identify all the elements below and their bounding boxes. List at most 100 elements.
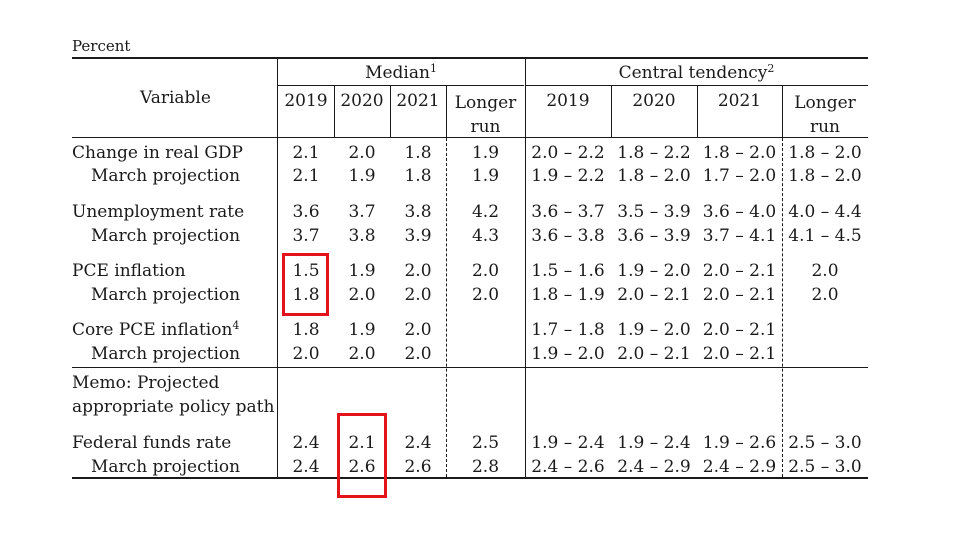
central-tendency-cell: 2.5 – 3.0 xyxy=(788,457,862,477)
central-tendency-cell: 2.0 xyxy=(811,261,839,281)
central-tendency-cell: 4.1 – 4.5 xyxy=(788,226,862,246)
median-cell: 4.3 xyxy=(471,226,500,246)
header-central-2020: 2020 xyxy=(632,91,676,111)
central-tendency-cell: 2.5 – 3.0 xyxy=(788,433,862,453)
median-cell: 3.8 xyxy=(348,226,376,246)
row-label-text: March projection xyxy=(91,285,241,305)
central-tendency-cell: 1.9 – 2.6 xyxy=(702,433,777,453)
median-cell: 2.6 xyxy=(348,457,376,477)
central-tendency-cell: 3.5 – 3.9 xyxy=(617,202,691,222)
median-cell: 3.8 xyxy=(404,202,432,222)
row-label: March projection xyxy=(91,344,240,364)
footnote-4: 4 xyxy=(232,319,240,332)
central-tendency-cell: 1.9 – 2.0 xyxy=(617,261,691,281)
median-cell: 2.1 xyxy=(292,143,320,163)
central-tendency-cell: 2.0 – 2.1 xyxy=(702,285,777,305)
footnote-2: 2 xyxy=(767,62,775,75)
central-tendency-cell: 1.7 – 1.8 xyxy=(531,320,605,340)
bottom-rule xyxy=(72,477,868,479)
row-label-text: Change in real GDP xyxy=(72,143,243,163)
header-median-2021: 2021 xyxy=(396,91,440,111)
median-cell: 2.4 xyxy=(404,433,432,453)
row-label: March projection xyxy=(91,226,240,246)
central-tendency-cell: 3.7 – 4.1 xyxy=(702,226,777,246)
header-central-run: run xyxy=(809,117,841,137)
divider-central-2021-longer xyxy=(782,86,783,138)
median-cell: 2.0 xyxy=(404,261,432,281)
median-cell: 2.0 xyxy=(292,344,320,364)
median-cell: 2.4 xyxy=(292,457,320,477)
row-label: PCE inflation xyxy=(72,261,186,281)
central-tendency-cell: 1.8 – 2.2 xyxy=(617,143,691,163)
median-cell: 1.5 xyxy=(292,261,320,281)
central-tendency-cell: 1.9 – 2.0 xyxy=(617,320,691,340)
row-label-text: PCE inflation xyxy=(72,261,186,281)
central-tendency-cell: 1.9 – 2.2 xyxy=(531,166,605,186)
central-tendency-cell: 1.9 – 2.0 xyxy=(531,344,605,364)
central-tendency-cell: 3.6 – 3.9 xyxy=(617,226,691,246)
row-label-text: Core PCE inflation xyxy=(72,320,233,340)
memo-top-rule xyxy=(72,367,868,368)
median-cell: 1.9 xyxy=(348,320,376,340)
central-tendency-cell: 2.0 – 2.2 xyxy=(531,143,605,163)
divider-median-2021-longer xyxy=(446,86,447,138)
central-tendency-cell: 3.6 – 3.8 xyxy=(531,226,605,246)
median-cell: 2.0 xyxy=(404,320,432,340)
header-central-tendency: Central tendency2 xyxy=(525,63,868,83)
header-median-2020: 2020 xyxy=(340,91,384,111)
central-tendency-cell: 1.8 – 1.9 xyxy=(531,285,605,305)
median-cell: 2.8 xyxy=(471,457,500,477)
median-cell: 3.7 xyxy=(292,226,320,246)
median-cell: 2.0 xyxy=(471,261,500,281)
memo-line-1: Memo: Projected xyxy=(72,373,220,393)
unit-label: Percent xyxy=(72,37,131,55)
median-underline xyxy=(278,85,524,86)
central-tendency-cell: 2.0 – 2.1 xyxy=(702,261,777,281)
central-tendency-cell: 2.0 – 2.1 xyxy=(617,344,691,364)
row-label-text: March projection xyxy=(91,344,241,364)
central-tendency-cell: 2.4 – 2.9 xyxy=(702,457,777,477)
row-label-text: March projection xyxy=(91,226,241,246)
row-label: March projection xyxy=(91,457,240,477)
row-label: Federal funds rate xyxy=(72,433,231,453)
central-tendency-cell: 3.6 – 3.7 xyxy=(531,202,605,222)
row-label-text: March projection xyxy=(91,166,241,186)
central-tendency-cell: 4.0 – 4.4 xyxy=(788,202,862,222)
central-underline xyxy=(525,85,868,86)
row-label: March projection xyxy=(91,166,240,186)
median-cell: 2.0 xyxy=(348,143,376,163)
divider-variable xyxy=(277,58,278,478)
median-cell: 1.9 xyxy=(471,143,500,163)
dashed-divider-median xyxy=(446,138,447,477)
median-cell: 3.6 xyxy=(292,202,320,222)
header-central-2019: 2019 xyxy=(546,91,590,111)
footnote-1: 1 xyxy=(429,62,437,75)
header-median-longer: Longer xyxy=(454,93,517,113)
central-tendency-cell: 1.9 – 2.4 xyxy=(617,433,691,453)
median-cell: 1.8 xyxy=(404,143,432,163)
divider-median-2020-2021 xyxy=(390,86,391,138)
central-tendency-cell: 2.0 – 2.1 xyxy=(617,285,691,305)
divider-central-2020-2021 xyxy=(697,86,698,138)
median-cell: 3.9 xyxy=(404,226,432,246)
row-label: Change in real GDP xyxy=(72,143,243,163)
row-label-text: Federal funds rate xyxy=(72,433,232,453)
header-median-2019: 2019 xyxy=(284,91,328,111)
median-cell: 2.5 xyxy=(471,433,500,453)
median-cell: 2.0 xyxy=(348,344,376,364)
median-cell: 1.8 xyxy=(292,320,320,340)
median-cell: 2.0 xyxy=(404,285,432,305)
median-cell: 2.0 xyxy=(471,285,500,305)
central-tendency-cell: 2.0 – 2.1 xyxy=(702,344,777,364)
divider-median-central xyxy=(525,58,526,478)
central-tendency-cell: 2.4 – 2.9 xyxy=(617,457,691,477)
central-tendency-cell: 2.0 xyxy=(811,285,839,305)
central-tendency-cell: 1.8 – 2.0 xyxy=(702,143,777,163)
median-cell: 1.9 xyxy=(471,166,500,186)
highlight-pce-2019 xyxy=(282,253,329,316)
header-median-run: run xyxy=(470,117,501,137)
row-label-text: March projection xyxy=(91,457,241,477)
highlight-fed-funds-2020 xyxy=(337,413,387,498)
median-cell: 3.7 xyxy=(348,202,376,222)
top-rule xyxy=(72,57,868,59)
